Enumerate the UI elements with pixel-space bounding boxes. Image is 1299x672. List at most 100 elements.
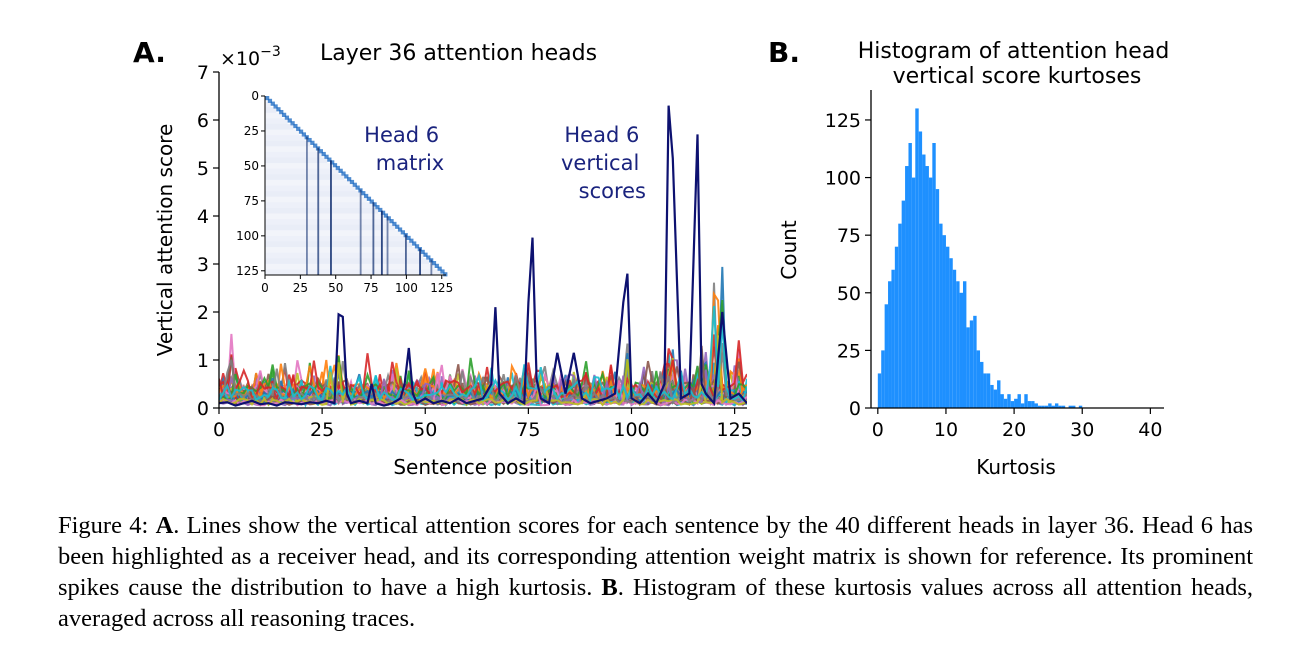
inset-y-tick-label: 125 [236,264,259,278]
heatmap-diagonal-cell [298,129,304,134]
annotation-head6-matrix: Head 6 matrix [364,123,446,175]
histogram-bar [1020,403,1025,408]
x-tick-label: 100 [613,419,649,441]
histogram-bar [905,166,909,408]
histogram-bar [884,304,889,408]
heatmap-diagonal-cell [338,168,343,173]
panel-a-x-ticks: 0 25 50 75 100 125 [213,408,753,441]
head-6-series [219,105,747,407]
heatmap-row-band [265,247,418,253]
annotation-head6-vertical: Head 6 vertical scores [561,123,646,203]
histogram-bar [894,246,899,408]
histogram-bar [908,143,912,408]
caption-a-label: A [155,512,174,539]
x-tick-label: 20 [1002,419,1026,441]
histogram-bar [881,350,885,408]
heatmap-column [330,160,332,275]
heatmap-column [404,234,407,275]
histogram-bar [956,281,960,408]
heatmap-diagonal-cell [383,213,389,218]
heatmap-diagonal-cell [423,252,428,257]
heatmap-diagonal-cell [307,137,312,143]
histogram-bar [888,281,892,408]
panel-a-title: Layer 36 attention heads [320,41,597,66]
histogram-bar [1041,405,1045,408]
panel-b-histogram [877,108,1083,408]
x-tick-label: 40 [1138,419,1162,441]
y-tick-label: 25 [837,340,861,362]
heatmap-diagonal-cell [361,191,366,196]
heatmap-diagonal-cell [321,151,326,157]
heatmap-diagonal-cell [426,255,431,260]
inset-x-tick-label: 0 [261,281,269,295]
heatmap-diagonal-cell [363,193,369,199]
heatmap-diagonal-cell [270,101,275,106]
heatmap-diagonal-cell [437,266,442,271]
histogram-bar [1037,405,1042,408]
heatmap-diagonal-cell [293,123,298,129]
histogram-bar [935,189,940,408]
x-tick-label: 10 [934,419,958,441]
y-tick-label: 125 [825,110,861,132]
histogram-bar [1051,405,1055,408]
histogram-bar [1068,405,1073,408]
histogram-bar [1078,405,1083,408]
histogram-bar [990,384,994,408]
y-tick-label: 50 [837,283,861,305]
y-tick-label: 4 [197,206,209,228]
histogram-bar [922,154,926,408]
heatmap-diagonal-cell [440,269,445,274]
caption-prefix: Figure 4: [58,512,156,539]
heatmap-diagonal-cell [273,104,278,109]
inset-y-tick-label: 50 [244,159,259,173]
figure: A. Layer 36 attention heads ×10−3 0 1 2 3 4 5… [133,36,1169,479]
head-6-line [219,105,747,407]
panel-a-letter: A. [133,36,166,69]
histogram-bar [1034,403,1038,408]
heatmap-diagonal-cell [397,227,403,232]
heatmap-diagonal-cell [310,140,315,145]
heatmap-column [380,210,383,275]
heatmap-row-band [265,118,288,124]
panel-a-scale-note: ×10−3 [220,44,281,70]
inset-x-tick-label: 75 [363,281,378,295]
inset-y-tick-label: 0 [251,89,259,103]
histogram-bar [1007,394,1011,408]
heatmap-row-band [265,129,299,136]
inset-x-tick-label: 100 [395,281,418,295]
histogram-bar [939,223,943,408]
heatmap-row-band [265,235,407,242]
heatmap-column [386,216,389,275]
histogram-bar [986,373,991,408]
histogram-bar [918,131,923,408]
histogram-bar [1058,405,1062,408]
heatmap-row-band [265,185,356,192]
y-tick-label: 2 [197,302,209,324]
y-tick-label: 0 [197,398,209,420]
y-tick-label: 3 [197,254,209,276]
heatmap-diagonal-cell [335,165,340,171]
heatmap-diagonal-cell [420,249,425,255]
histogram-bar [915,108,919,408]
histogram-bar [928,177,933,408]
histogram-bar [891,269,895,408]
histogram-bar [983,373,987,408]
histogram-bar [1017,394,1021,408]
heatmap-diagonal-cell [375,205,380,210]
heatmap-diagonal-cell [290,121,295,126]
heatmap-row-band [265,196,367,203]
histogram-bar [959,292,963,408]
histogram-bar [997,380,1001,408]
heatmap-row-band [265,112,282,119]
heatmap-diagonal-cell [265,96,270,101]
heatmap-row-band [265,123,294,130]
heatmap-row-band [265,219,390,225]
heatmap-row-band [265,135,305,141]
heatmap-diagonal-cell [344,174,349,179]
histogram-bar [1031,401,1035,408]
heatmap-diagonal-cell [347,177,352,182]
heatmap-diagonal-cell [296,126,301,131]
histogram-bar [1024,394,1028,408]
histogram-bar [925,166,929,408]
